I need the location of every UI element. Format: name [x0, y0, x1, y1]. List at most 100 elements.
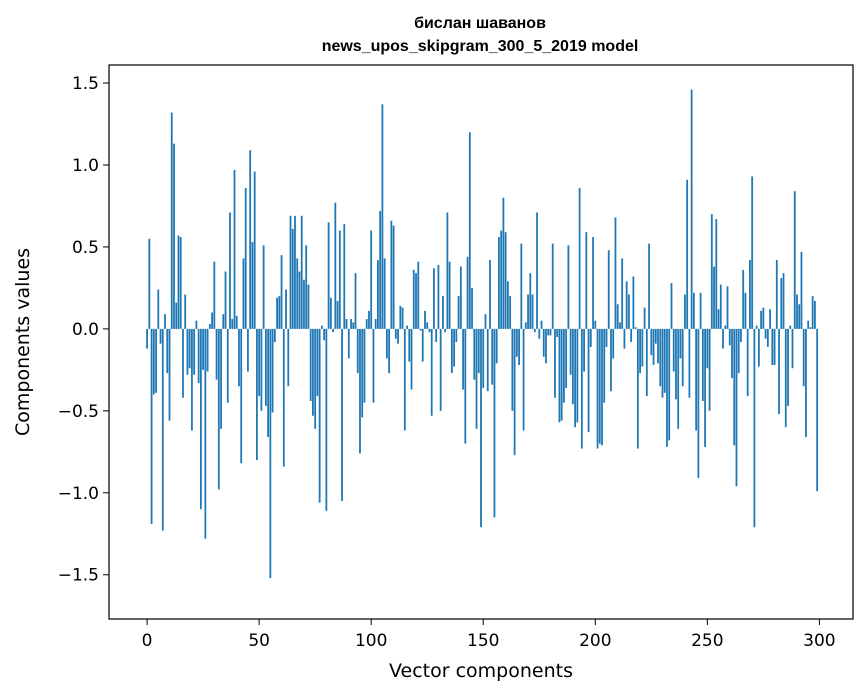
- bar-component-57: [273, 328, 276, 342]
- bar-component-136: [450, 328, 453, 374]
- bar-component-9: [166, 328, 169, 374]
- bar-component-229: [659, 328, 662, 387]
- bar-component-224: [648, 243, 650, 329]
- bar-component-284: [782, 273, 785, 329]
- bar-component-89: [345, 319, 348, 329]
- chart-title-line-1: бислан шаванов: [414, 15, 546, 32]
- y-tick-label: −0.5: [58, 402, 99, 422]
- bar-component-66: [294, 215, 296, 329]
- bar-component-242: [688, 328, 691, 398]
- bar-component-152: [486, 328, 489, 392]
- y-tick-label: 1.5: [72, 74, 99, 94]
- bar-component-103: [377, 260, 379, 329]
- bar-component-115: [403, 328, 406, 431]
- bar-component-266: [742, 269, 745, 329]
- chart-title-line-2: news_upos_skipgram_300_5_2019 model: [322, 38, 639, 55]
- bar-component-271: [753, 328, 756, 528]
- bar-component-204: [603, 328, 606, 403]
- bar-component-280: [773, 328, 776, 365]
- bar-component-127: [430, 328, 433, 416]
- bar-component-4: [155, 328, 157, 393]
- bar-component-72: [307, 284, 310, 329]
- bar-component-238: [679, 328, 682, 359]
- bar-component-275: [762, 307, 765, 329]
- bar-component-158: [500, 230, 503, 329]
- bar-component-2: [150, 328, 153, 524]
- bar-component-184: [558, 328, 561, 423]
- bar-component-298: [814, 301, 816, 329]
- bar-component-32: [217, 328, 220, 490]
- bar-component-192: [576, 328, 579, 423]
- bar-component-212: [621, 258, 624, 329]
- bar-component-7: [161, 328, 164, 531]
- bar-component-67: [296, 258, 299, 329]
- y-axis-label: Components values: [12, 248, 34, 436]
- bar-component-77: [318, 328, 321, 503]
- bar-component-243: [690, 89, 693, 329]
- bar-component-277: [766, 328, 769, 347]
- bar-component-74: [312, 328, 314, 416]
- bar-component-38: [231, 319, 234, 329]
- bar-component-79: [323, 328, 326, 341]
- bar-component-98: [365, 319, 368, 329]
- bar-component-231: [663, 328, 666, 393]
- bar-component-45: [247, 328, 249, 372]
- bar-component-97: [363, 328, 366, 403]
- bar-component-252: [710, 214, 713, 329]
- bar-component-60: [280, 255, 283, 329]
- bar-component-116: [406, 325, 408, 329]
- bar-component-36: [226, 328, 229, 403]
- bar-component-144: [468, 132, 471, 329]
- bar-component-240: [684, 294, 686, 329]
- bar-component-174: [536, 212, 538, 329]
- bar-component-177: [542, 328, 545, 357]
- bar-component-13: [175, 302, 178, 329]
- bar-component-246: [697, 328, 700, 479]
- bar-component-55: [269, 328, 272, 579]
- bar-component-40: [235, 315, 238, 329]
- bar-component-220: [639, 328, 641, 374]
- bar-component-213: [623, 328, 626, 349]
- bar-component-126: [428, 328, 431, 333]
- bar-component-198: [589, 328, 592, 347]
- bar-component-294: [805, 328, 807, 438]
- bar-component-117: [408, 328, 411, 362]
- bar-component-53: [264, 328, 267, 406]
- bar-component-291: [798, 304, 801, 329]
- bar-component-187: [565, 328, 568, 388]
- bar-component-5: [157, 289, 160, 329]
- y-tick-label: 0.5: [72, 238, 99, 258]
- bar-component-200: [594, 320, 597, 329]
- bar-component-258: [724, 325, 727, 329]
- x-tick-label: 50: [248, 631, 270, 651]
- bar-component-141: [462, 328, 464, 390]
- y-axis-ticks: −1.5 −1.0 −0.5 0.0 0.5 1.0 1.5: [58, 74, 109, 586]
- bar-component-49: [256, 328, 258, 461]
- bar-component-22: [195, 320, 198, 329]
- bar-component-149: [480, 328, 482, 528]
- bar-component-87: [341, 328, 343, 501]
- bar-component-239: [681, 328, 684, 387]
- bar-component-255: [717, 309, 720, 329]
- bar-component-109: [390, 220, 393, 329]
- bar-component-273: [757, 328, 760, 367]
- bar-component-92: [352, 322, 355, 329]
- bar-component-214: [625, 281, 628, 329]
- bar-component-119: [412, 269, 415, 329]
- bar-component-135: [448, 261, 451, 329]
- bar-component-276: [764, 328, 767, 339]
- bar-component-290: [796, 294, 798, 329]
- bar-component-28: [208, 323, 211, 329]
- bar-component-1: [148, 238, 151, 329]
- bar-component-206: [607, 250, 610, 329]
- bar-component-145: [471, 287, 473, 329]
- bar-component-12: [173, 143, 175, 329]
- bar-component-112: [397, 328, 399, 344]
- bar-component-56: [271, 328, 274, 413]
- bar-component-132: [442, 296, 444, 329]
- plot-frame: [108, 64, 854, 620]
- bar-component-48: [253, 171, 256, 329]
- bar-component-10: [168, 328, 171, 421]
- bar-component-282: [778, 328, 780, 415]
- bar-component-221: [641, 328, 644, 367]
